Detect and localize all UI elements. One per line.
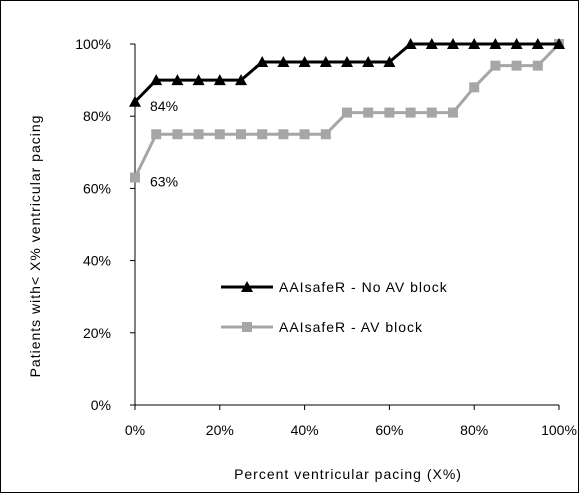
y-tick-label: 20% bbox=[83, 325, 111, 341]
data-point bbox=[129, 95, 141, 107]
data-point bbox=[236, 129, 246, 140]
data-point bbox=[193, 129, 204, 140]
data-point bbox=[172, 129, 183, 140]
legend-marker bbox=[242, 322, 252, 332]
data-point bbox=[130, 172, 140, 183]
data-point bbox=[278, 129, 289, 140]
data-point bbox=[319, 56, 332, 68]
data-point bbox=[447, 38, 459, 49]
data-point bbox=[171, 74, 184, 86]
data-point bbox=[469, 82, 480, 93]
legend-label: AAIsafeR - AV block bbox=[279, 319, 423, 335]
data-point bbox=[342, 107, 352, 118]
data-point bbox=[553, 38, 565, 49]
x-tick-label: 0% bbox=[125, 422, 145, 438]
data-point bbox=[363, 107, 374, 118]
data-point bbox=[257, 129, 268, 140]
x-tick-label: 100% bbox=[541, 422, 577, 438]
data-point bbox=[531, 38, 544, 49]
y-tick-label: 60% bbox=[83, 180, 111, 196]
series-line bbox=[133, 42, 559, 103]
data-point bbox=[192, 74, 205, 86]
data-point bbox=[532, 60, 543, 71]
data-point bbox=[213, 74, 226, 86]
data-point bbox=[468, 38, 481, 49]
legend-entry: AAIsafeR - AV block bbox=[221, 319, 423, 335]
data-point bbox=[510, 38, 523, 49]
data-point bbox=[384, 107, 395, 118]
y-tick-label: 80% bbox=[83, 108, 111, 124]
data-point bbox=[298, 56, 311, 68]
y-tick-label: 0% bbox=[91, 397, 111, 413]
legend-marker bbox=[241, 281, 253, 292]
data-point bbox=[341, 56, 353, 68]
data-point bbox=[256, 56, 269, 68]
data-point bbox=[299, 129, 310, 140]
data-point bbox=[150, 74, 163, 86]
data-point bbox=[235, 74, 247, 86]
series-layer bbox=[129, 38, 565, 183]
data-point bbox=[214, 129, 225, 140]
data-point bbox=[490, 60, 501, 71]
ticks: 0% 20% 40% 60% 80% 100% 0% 20% 40% 60% 80% 100% bbox=[75, 36, 577, 438]
data-point bbox=[362, 56, 375, 68]
data-point bbox=[426, 107, 437, 118]
data-point bbox=[448, 107, 458, 118]
x-tick-label: 20% bbox=[206, 422, 234, 438]
annotations: 84% 63% bbox=[150, 98, 178, 190]
data-point bbox=[383, 56, 396, 68]
y-tick-label: 100% bbox=[75, 36, 111, 52]
data-point bbox=[511, 60, 522, 71]
data-point bbox=[320, 129, 331, 140]
y-axis-title: Patients with< X% ventricular pacing bbox=[27, 115, 43, 378]
x-tick-label: 60% bbox=[375, 422, 403, 438]
data-point bbox=[277, 56, 290, 68]
data-point bbox=[151, 129, 162, 140]
data-point bbox=[405, 107, 416, 118]
legend: AAIsafeR - No AV block AAIsafeR - AV bloc… bbox=[221, 279, 448, 335]
legend-entry: AAIsafeR - No AV block bbox=[221, 279, 448, 295]
x-tick-label: 40% bbox=[291, 422, 319, 438]
series-1 bbox=[129, 38, 565, 107]
data-point bbox=[425, 38, 438, 49]
data-point bbox=[489, 38, 502, 49]
data-label: 63% bbox=[150, 174, 178, 190]
x-tick-label: 80% bbox=[460, 422, 488, 438]
data-point bbox=[404, 38, 417, 49]
data-label: 84% bbox=[150, 98, 178, 114]
x-axis-title: Percent ventricular pacing (X%) bbox=[234, 466, 462, 482]
y-tick-label: 40% bbox=[83, 253, 111, 269]
axes bbox=[134, 44, 559, 406]
legend-label: AAIsafeR - No AV block bbox=[279, 279, 448, 295]
